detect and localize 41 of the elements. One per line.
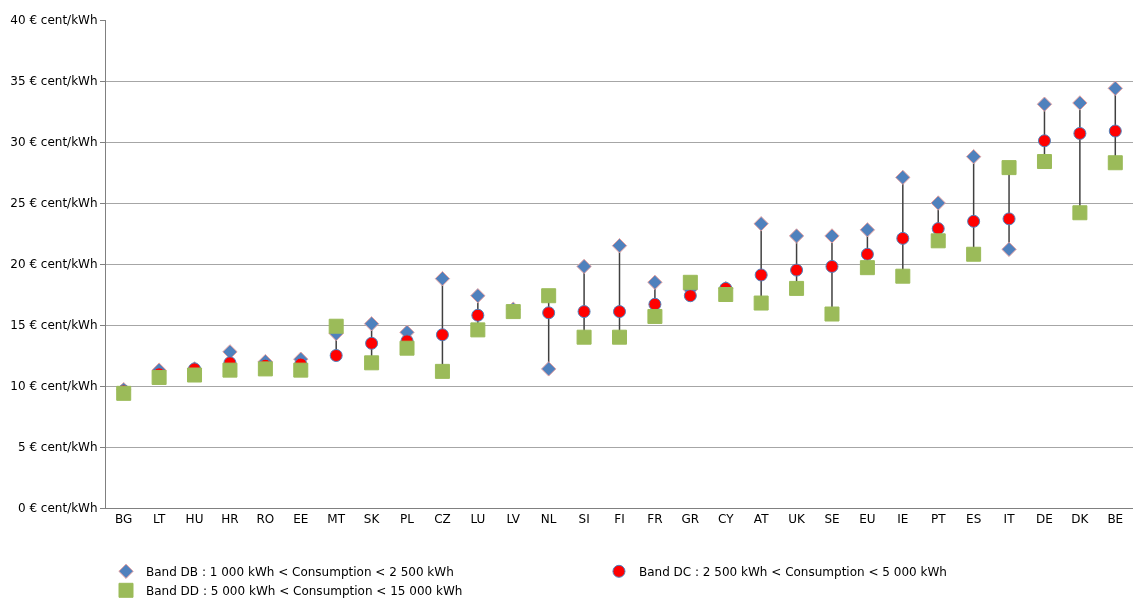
x-tick-label: AT: [753, 512, 770, 527]
x-tick-label: EE: [293, 512, 309, 527]
y-tick-label: 35 € cent/kWh: [10, 74, 98, 89]
x-tick-label: SK: [363, 512, 381, 527]
x-tick-label: LV: [506, 512, 521, 527]
x-tick-label: PT: [930, 512, 947, 527]
x-tick-label: DE: [1036, 512, 1053, 527]
x-tick-label: FI: [614, 512, 625, 527]
x-tick-label: RO: [256, 512, 275, 527]
y-tick-label: 40 € cent/kWh: [10, 13, 98, 28]
legend-label: Band DD : 5 000 kWh < Consumption < 15 000 kWh: [146, 583, 463, 598]
x-tick-label: ES: [966, 512, 982, 527]
x-tick-label: MT: [327, 512, 346, 527]
x-tick-label: BG: [115, 512, 133, 527]
x-tick-label: EU: [859, 512, 876, 527]
y-tick-label: 25 € cent/kWh: [10, 196, 98, 211]
legend-label: Band DC : 2 500 kWh < Consumption < 5 000 kWh: [638, 564, 947, 579]
x-tick-label: HR: [221, 512, 239, 527]
x-tick-label: BE: [1107, 512, 1124, 527]
x-tick-label: SE: [824, 512, 840, 527]
x-tick-label: LT: [152, 512, 166, 527]
y-tick-label: 30 € cent/kWh: [10, 135, 98, 150]
x-tick-label: LU: [470, 512, 486, 527]
x-tick-label: FR: [647, 512, 663, 527]
x-tick-label: UK: [788, 512, 807, 527]
x-tick-label: DK: [1071, 512, 1090, 527]
x-tick-label: CZ: [434, 512, 451, 527]
y-tick-label: 15 € cent/kWh: [10, 318, 98, 333]
x-tick-label: IE: [897, 512, 909, 527]
x-tick-label: GR: [681, 512, 700, 527]
legend-label: Band DB : 1 000 kWh < Consumption < 2 500 kWh: [146, 564, 454, 579]
x-tick-label: HU: [185, 512, 204, 527]
x-tick-label: CY: [717, 512, 735, 527]
x-tick-label: IT: [1003, 512, 1016, 527]
y-tick-label: 20 € cent/kWh: [10, 257, 98, 272]
x-tick-label: NL: [540, 512, 557, 527]
y-tick-label: 10 € cent/kWh: [10, 379, 98, 394]
y-tick-label: 5 € cent/kWh: [17, 440, 98, 455]
y-tick-label: 0 € cent/kWh: [17, 501, 98, 516]
x-tick-label: SI: [578, 512, 590, 527]
x-tick-label: PL: [400, 512, 415, 527]
